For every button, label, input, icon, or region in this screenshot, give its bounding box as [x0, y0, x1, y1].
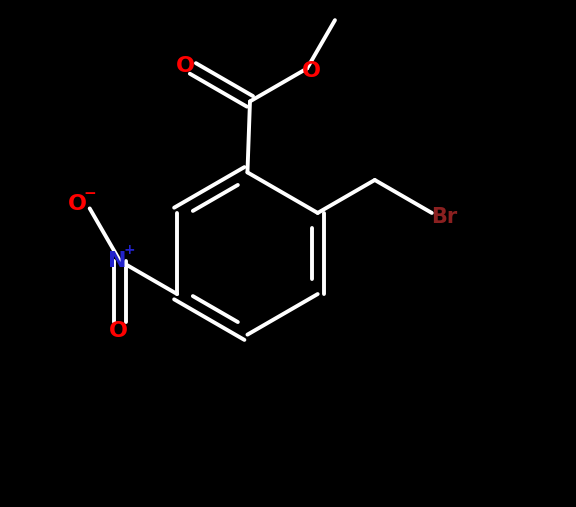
Text: N: N	[108, 251, 127, 271]
Text: −: −	[84, 186, 96, 201]
Text: O: O	[67, 194, 86, 214]
Text: O: O	[109, 321, 128, 341]
Text: O: O	[302, 61, 321, 81]
Text: +: +	[123, 243, 135, 257]
Text: O: O	[176, 56, 195, 76]
Text: Br: Br	[431, 207, 458, 227]
